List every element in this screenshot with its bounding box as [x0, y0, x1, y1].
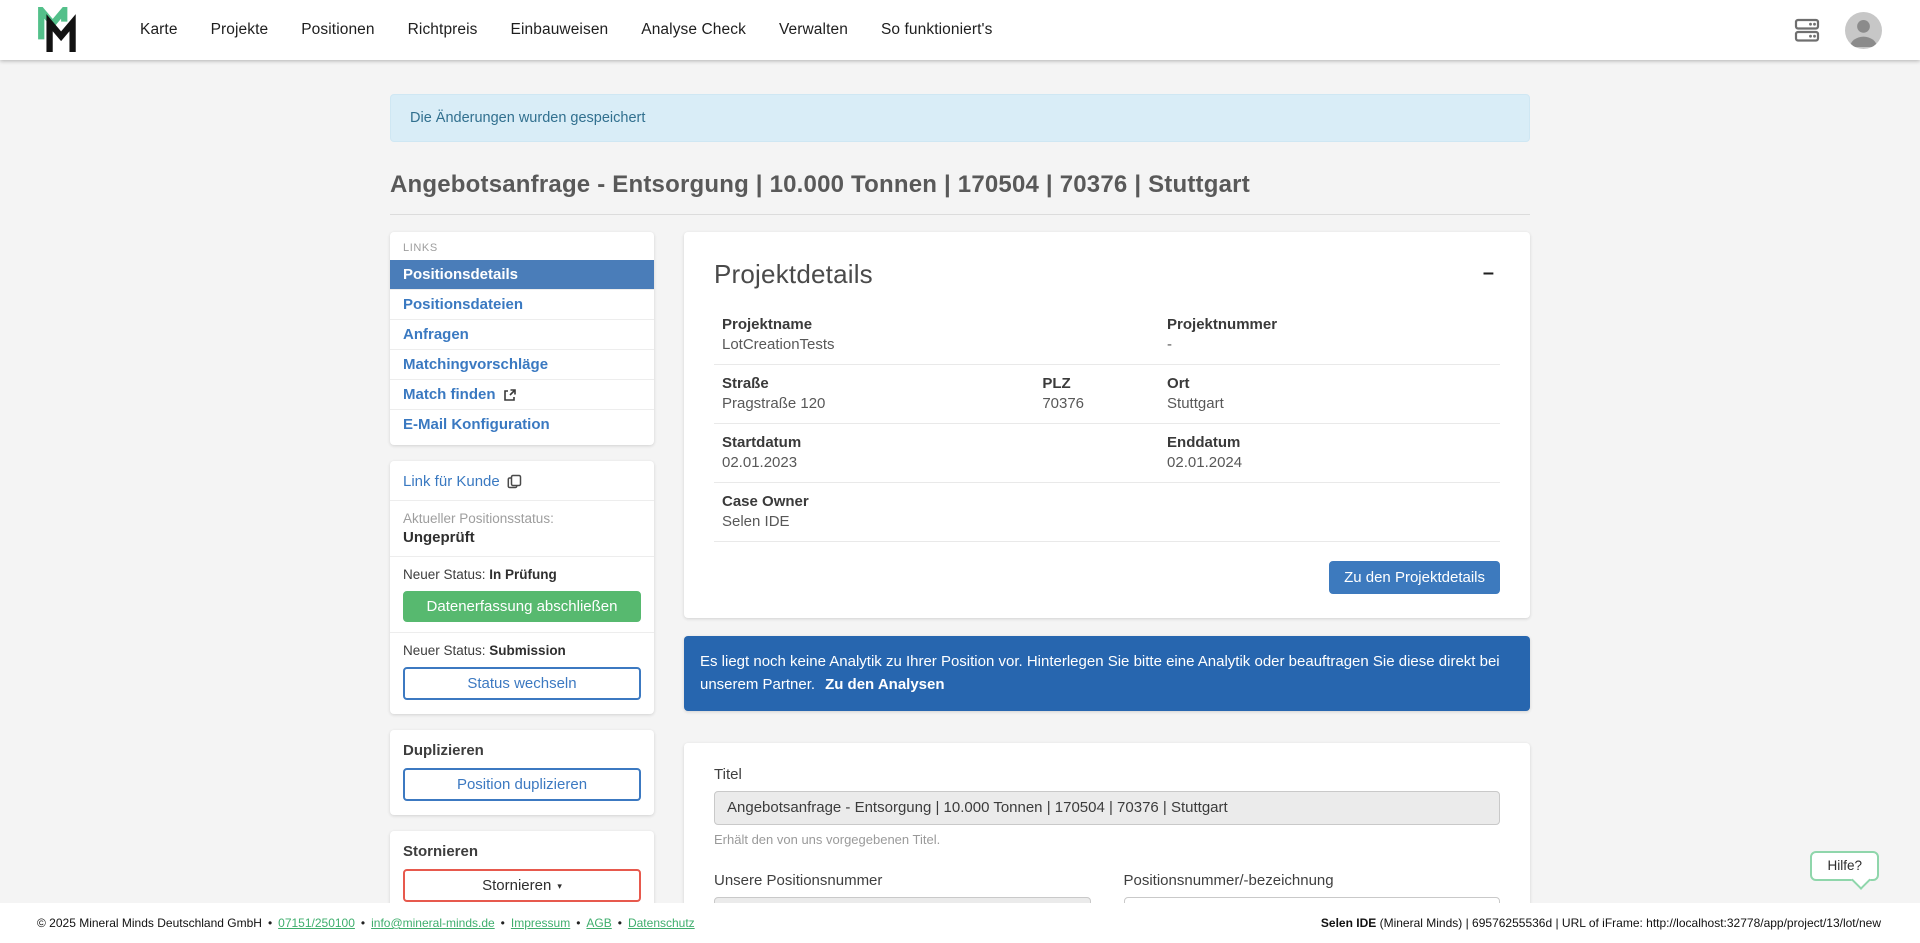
new-status-value-1: In Prüfung — [489, 567, 557, 582]
projektname-value: LotCreationTests — [722, 336, 835, 353]
projektnummer-label: Projektnummer — [1167, 316, 1278, 333]
footer-link-email[interactable]: info@mineral-minds.de — [371, 916, 495, 930]
nav-item-richtpreis[interactable]: Richtpreis — [407, 21, 478, 38]
enddatum-value: 02.01.2024 — [1167, 454, 1243, 471]
current-status-value: Ungeprüft — [403, 529, 475, 546]
customer-link[interactable]: Link für Kunde — [403, 473, 522, 490]
nav-item-analyse-check[interactable]: Analyse Check — [641, 21, 746, 38]
custom-positionsnummer-label: Positionsnummer/-bezeichnung — [1123, 871, 1334, 889]
new-status-value-2: Submission — [489, 643, 566, 658]
to-project-details-button[interactable]: Zu den Projektdetails — [1329, 561, 1500, 594]
main-content: Projektdetails – Projektname LotCreation… — [684, 232, 1530, 943]
server-status-icon[interactable] — [1793, 16, 1821, 44]
nav-item-verwalten[interactable]: Verwalten — [778, 21, 848, 38]
cancel-dropdown-button[interactable]: Stornieren ▾ — [403, 869, 641, 902]
footer-copyright: © 2025 Mineral Minds Deutschland GmbH — [37, 916, 262, 930]
titel-input — [714, 790, 1500, 825]
links-panel-header: LINKS — [403, 242, 438, 254]
page-title: Angebotsanfrage - Entsorgung | 10.000 To… — [390, 171, 1530, 215]
ort-label: Ort — [1167, 375, 1190, 392]
new-status-line-1: Neuer Status: In Prüfung — [403, 567, 641, 582]
status-panel: Link für Kunde Aktueller Positionsstatus… — [390, 461, 654, 714]
top-nav: Karte Projekte Positionen Richtpreis Ein… — [0, 0, 1920, 60]
nav-item-einbauweisen[interactable]: Einbauweisen — [510, 21, 609, 38]
sidebar-item-label: Match finden — [403, 386, 496, 403]
footer-session-details: (Mineral Minds) | 69576255536d | URL of … — [1376, 916, 1881, 930]
switch-status-button[interactable]: Status wechseln — [403, 667, 641, 700]
footer-link-impressum[interactable]: Impressum — [510, 916, 571, 930]
nav-item-so-funktionierts[interactable]: So funktioniert's — [880, 21, 993, 38]
positionsnummer-label: Unsere Positionsnummer — [714, 871, 883, 889]
footer-user-name: Selen IDE — [1320, 916, 1377, 930]
plz-label: PLZ — [1042, 375, 1071, 392]
projektname-label: Projektname — [722, 316, 813, 333]
finish-data-entry-button[interactable]: Datenerfassung abschließen — [403, 591, 641, 622]
sidebar-item-positionsdateien[interactable]: Positionsdateien — [390, 289, 654, 319]
sidebar-item-anfragen[interactable]: Anfragen — [390, 319, 654, 349]
footer-separator: • — [360, 916, 366, 930]
cancel-button-label: Stornieren — [482, 877, 552, 894]
new-status-prefix: Neuer Status: — [403, 567, 490, 582]
case-owner-label: Case Owner — [722, 493, 809, 510]
to-analyses-link[interactable]: Zu den Analysen — [825, 676, 945, 694]
project-details-row: Projektname LotCreationTests Projektnumm… — [714, 306, 1500, 365]
footer-separator: • — [267, 916, 273, 930]
project-details-heading: Projektdetails — [714, 259, 873, 289]
analytics-banner: Es liegt noch keine Analytik zu Ihrer Po… — [684, 636, 1530, 711]
links-panel: LINKS Positionsdetails Positionsdateien … — [390, 232, 654, 445]
sidebar-item-matchingvorschlaege[interactable]: Matchingvorschläge — [390, 349, 654, 379]
collapse-icon[interactable]: – — [1477, 259, 1500, 287]
caret-down-icon: ▾ — [557, 881, 562, 891]
sidebar-item-positionsdetails[interactable]: Positionsdetails — [390, 260, 654, 289]
sidebar: LINKS Positionsdetails Positionsdateien … — [390, 232, 654, 932]
project-details-row: Straße Pragstraße 120 PLZ 70376 Ort Stut… — [714, 365, 1500, 424]
analytics-banner-text: Es liegt noch keine Analytik zu Ihrer Po… — [700, 653, 1500, 694]
case-owner-value: Selen IDE — [722, 513, 790, 530]
copy-icon — [507, 474, 522, 489]
titel-helper: Erhält den von uns vorgegebenen Titel. — [714, 831, 941, 847]
footer-link-datenschutz[interactable]: Datenschutz — [627, 916, 695, 930]
footer-session-info: Selen IDE (Mineral Minds) | 69576255536d… — [1321, 916, 1881, 930]
main-nav: Karte Projekte Positionen Richtpreis Ein… — [140, 21, 992, 39]
titel-label: Titel — [714, 765, 742, 783]
footer-link-phone[interactable]: 07151/250100 — [278, 916, 355, 930]
project-details-card: Projektdetails – Projektname LotCreation… — [684, 232, 1530, 618]
strasse-label: Straße — [722, 375, 769, 392]
cancel-panel-title: Stornieren — [403, 843, 479, 860]
success-alert: Die Änderungen wurden gespeichert — [390, 94, 1530, 142]
help-button[interactable]: Hilfe? — [1810, 851, 1879, 881]
project-details-row: Startdatum 02.01.2023 Enddatum 02.01.202… — [714, 424, 1500, 483]
duplicate-panel-title: Duplizieren — [403, 742, 484, 759]
new-status-prefix: Neuer Status: — [403, 643, 490, 658]
project-details-row: Case Owner Selen IDE — [714, 483, 1500, 542]
enddatum-label: Enddatum — [1167, 434, 1241, 451]
app-logo-icon[interactable] — [38, 1, 80, 53]
startdatum-value: 02.01.2023 — [722, 454, 798, 471]
ort-value: Stuttgart — [1167, 395, 1224, 412]
footer: © 2025 Mineral Minds Deutschland GmbH • … — [0, 903, 1920, 943]
current-status-label: Aktueller Positionsstatus: — [403, 511, 554, 526]
nav-item-positionen[interactable]: Positionen — [301, 21, 375, 38]
customer-link-label: Link für Kunde — [403, 473, 500, 490]
footer-left: © 2025 Mineral Minds Deutschland GmbH • … — [37, 916, 695, 930]
startdatum-label: Startdatum — [722, 434, 802, 451]
footer-separator: • — [500, 916, 505, 930]
sidebar-item-email-konfiguration[interactable]: E-Mail Konfiguration — [390, 409, 654, 439]
footer-separator: • — [576, 916, 581, 930]
external-link-icon — [503, 388, 517, 402]
footer-link-agb[interactable]: AGB — [586, 916, 612, 930]
nav-item-karte[interactable]: Karte — [140, 21, 178, 38]
user-avatar[interactable] — [1845, 11, 1882, 49]
projektnummer-value: - — [1167, 336, 1173, 353]
nav-right — [1793, 11, 1882, 49]
footer-separator: • — [617, 916, 622, 930]
new-status-line-2: Neuer Status: Submission — [403, 643, 641, 658]
nav-item-projekte[interactable]: Projekte — [210, 21, 269, 38]
plz-value: 70376 — [1042, 395, 1085, 412]
cancel-panel: Stornieren Stornieren ▾ — [390, 831, 654, 916]
duplicate-panel: Duplizieren Position duplizieren — [390, 730, 654, 815]
sidebar-item-match-finden[interactable]: Match finden — [390, 379, 654, 409]
duplicate-position-button[interactable]: Position duplizieren — [403, 768, 641, 801]
strasse-value: Pragstraße 120 — [722, 395, 826, 412]
